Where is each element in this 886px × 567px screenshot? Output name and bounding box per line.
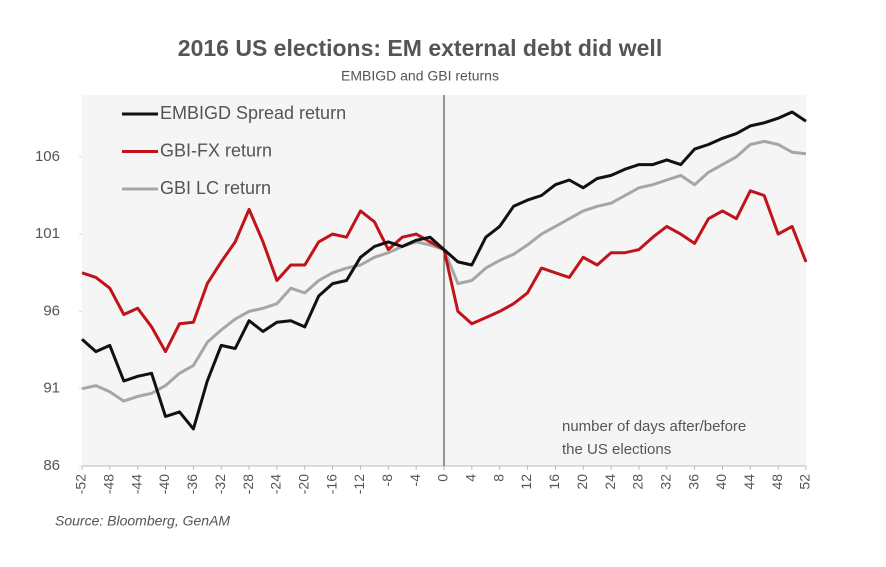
series-line <box>81 110 807 431</box>
x-tick-label: 0 <box>435 474 451 482</box>
source-note: Source: Bloomberg, GenAM <box>55 513 230 529</box>
x-tick-label: 20 <box>574 474 590 490</box>
chart-title: 2016 US elections: EM external debt did … <box>178 35 662 61</box>
x-tick-label: 48 <box>769 474 785 490</box>
x-tick-label: -16 <box>323 474 339 494</box>
x-tick-label: 4 <box>463 474 479 482</box>
annotation: number of days after/before <box>562 418 746 435</box>
x-tick-label: 40 <box>713 474 729 490</box>
x-tick-label: -8 <box>379 474 395 487</box>
legend-label: GBI LC return <box>160 178 271 198</box>
y-tick-label: 96 <box>43 302 60 319</box>
y-tick-label: 101 <box>35 225 60 242</box>
x-tick-label: -28 <box>240 474 256 494</box>
x-tick-label: 36 <box>685 474 701 490</box>
x-tick-label: 8 <box>490 474 506 482</box>
y-tick-label: 86 <box>43 457 60 474</box>
x-tick-label: 32 <box>657 474 673 490</box>
x-tick-label: 12 <box>518 474 534 490</box>
x-tick-label: -24 <box>268 474 284 494</box>
x-tick-label: -52 <box>73 474 89 494</box>
x-tick-label: -4 <box>407 474 423 487</box>
y-tick-label: 91 <box>43 380 60 397</box>
y-tick-label: 106 <box>35 148 60 165</box>
x-tick-label: 24 <box>602 474 618 490</box>
chart-subtitle: EMBIGD and GBI returns <box>341 68 499 84</box>
x-tick-label: 28 <box>630 474 646 490</box>
x-tick-label: -40 <box>156 474 172 494</box>
legend-label: EMBIGD Spread return <box>160 103 346 123</box>
x-tick-label: -48 <box>101 474 117 494</box>
x-tick-label: -20 <box>295 474 311 494</box>
x-tick-label: -36 <box>184 474 200 494</box>
legend-label: GBI-FX return <box>160 140 272 160</box>
annotation: the US elections <box>562 441 671 458</box>
x-tick-label: 52 <box>797 474 813 490</box>
x-tick-label: -32 <box>212 474 228 494</box>
x-tick-label: -44 <box>128 474 144 494</box>
x-tick-label: 44 <box>741 474 757 490</box>
x-tick-label: 16 <box>546 474 562 490</box>
x-tick-label: -12 <box>351 474 367 494</box>
